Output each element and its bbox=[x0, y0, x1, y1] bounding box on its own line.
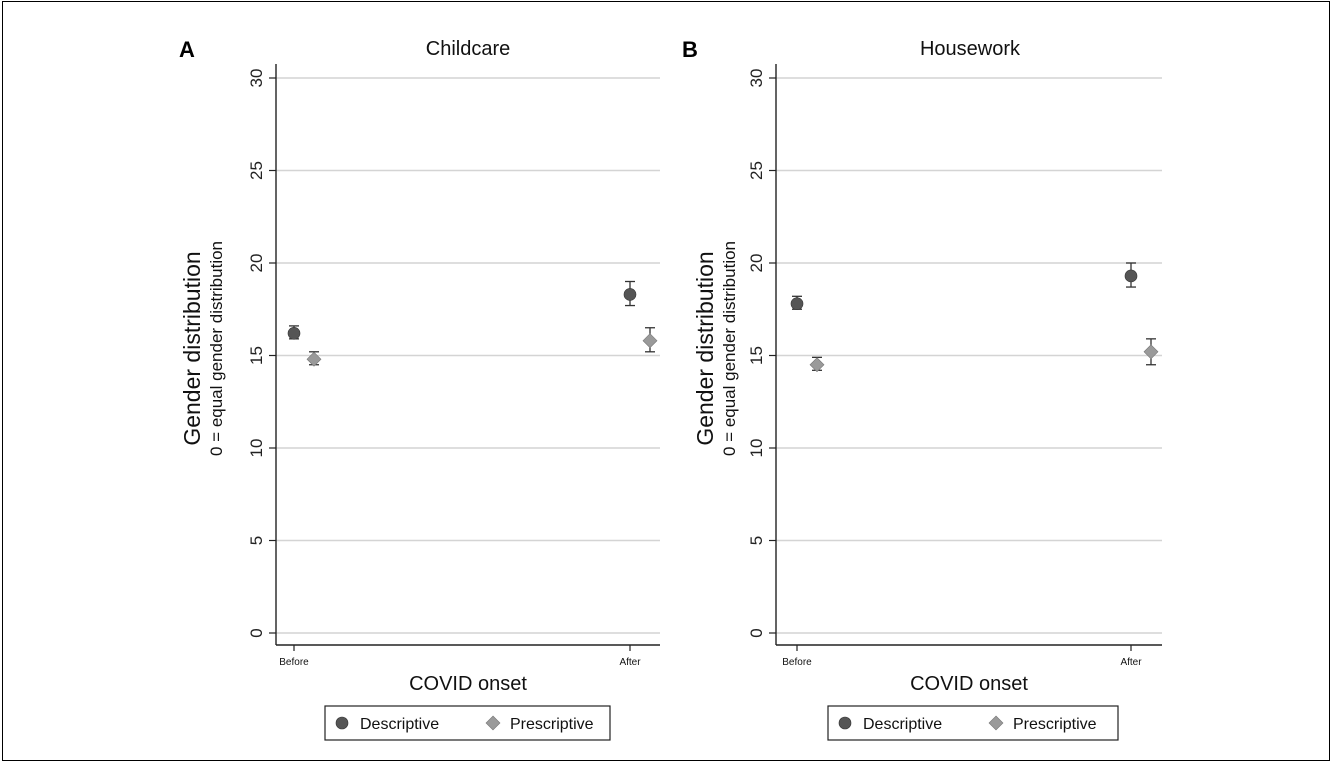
chart-title: Housework bbox=[920, 38, 1021, 60]
x-axis-label: COVID onset bbox=[409, 673, 527, 695]
x-tick-label: Before bbox=[782, 657, 812, 668]
x-tick-label: Before bbox=[279, 657, 309, 668]
legend-label-prescriptive: Prescriptive bbox=[1013, 716, 1097, 733]
panel-b: B Housework 0 5 10 15 20 25 30 Before After COVID o… bbox=[682, 37, 1162, 741]
y-tick-label: 10 bbox=[747, 439, 766, 458]
y-tick-label: 30 bbox=[247, 69, 266, 88]
y-axis-sublabel: 0 = equal gender distribution bbox=[207, 241, 226, 456]
chart-title: Childcare bbox=[426, 38, 510, 60]
x-tick-label: After bbox=[1120, 657, 1142, 668]
legend-label-descriptive: Descriptive bbox=[360, 716, 439, 733]
y-tick-label: 20 bbox=[747, 254, 766, 273]
x-tick-label: After bbox=[619, 657, 641, 668]
y-axis-sublabel: 0 = equal gender distribution bbox=[720, 241, 739, 456]
y-tick-label: 30 bbox=[747, 69, 766, 88]
panel-letter: B bbox=[682, 37, 698, 62]
legend-label-descriptive: Descriptive bbox=[863, 716, 942, 733]
legend: Descriptive Prescriptive bbox=[324, 705, 611, 741]
legend: Descriptive Prescriptive bbox=[827, 705, 1119, 741]
point-prescriptive-after bbox=[1143, 344, 1159, 360]
point-descriptive-after bbox=[623, 288, 637, 301]
y-tick-label: 5 bbox=[247, 536, 266, 545]
point-descriptive-before bbox=[287, 326, 301, 340]
point-prescriptive-before bbox=[809, 357, 825, 373]
plot-area bbox=[776, 64, 1162, 645]
legend-marker-descriptive bbox=[838, 716, 852, 730]
legend-marker-prescriptive bbox=[988, 715, 1004, 731]
y-tick-label: 25 bbox=[247, 161, 266, 180]
y-tick-label: 0 bbox=[247, 628, 266, 637]
y-tick-label: 0 bbox=[747, 628, 766, 637]
panel-letter: A bbox=[179, 37, 195, 62]
y-tick-label: 5 bbox=[747, 536, 766, 545]
legend-label-prescriptive: Prescriptive bbox=[510, 716, 594, 733]
legend-marker-prescriptive bbox=[485, 715, 501, 731]
x-axis-label: COVID onset bbox=[910, 673, 1028, 695]
point-prescriptive-after bbox=[642, 333, 658, 349]
point-descriptive-before bbox=[790, 297, 804, 311]
plot-area bbox=[276, 64, 660, 645]
legend-box bbox=[827, 705, 1119, 741]
legend-box bbox=[324, 705, 611, 741]
y-tick-label: 15 bbox=[747, 346, 766, 365]
point-prescriptive-before bbox=[306, 351, 322, 367]
y-tick-label: 15 bbox=[247, 346, 266, 365]
y-tick-label: 20 bbox=[247, 254, 266, 273]
legend-marker-descriptive bbox=[335, 716, 349, 730]
y-tick-label: 10 bbox=[247, 439, 266, 458]
y-axis-label: Gender distribution bbox=[179, 251, 205, 445]
y-axis-label: Gender distribution bbox=[692, 251, 718, 445]
panel-a: A Childcare 0 5 10 15 20 25 30 Before After COVID o… bbox=[179, 37, 660, 741]
y-tick-label: 25 bbox=[747, 161, 766, 180]
point-descriptive-after bbox=[1124, 269, 1138, 283]
